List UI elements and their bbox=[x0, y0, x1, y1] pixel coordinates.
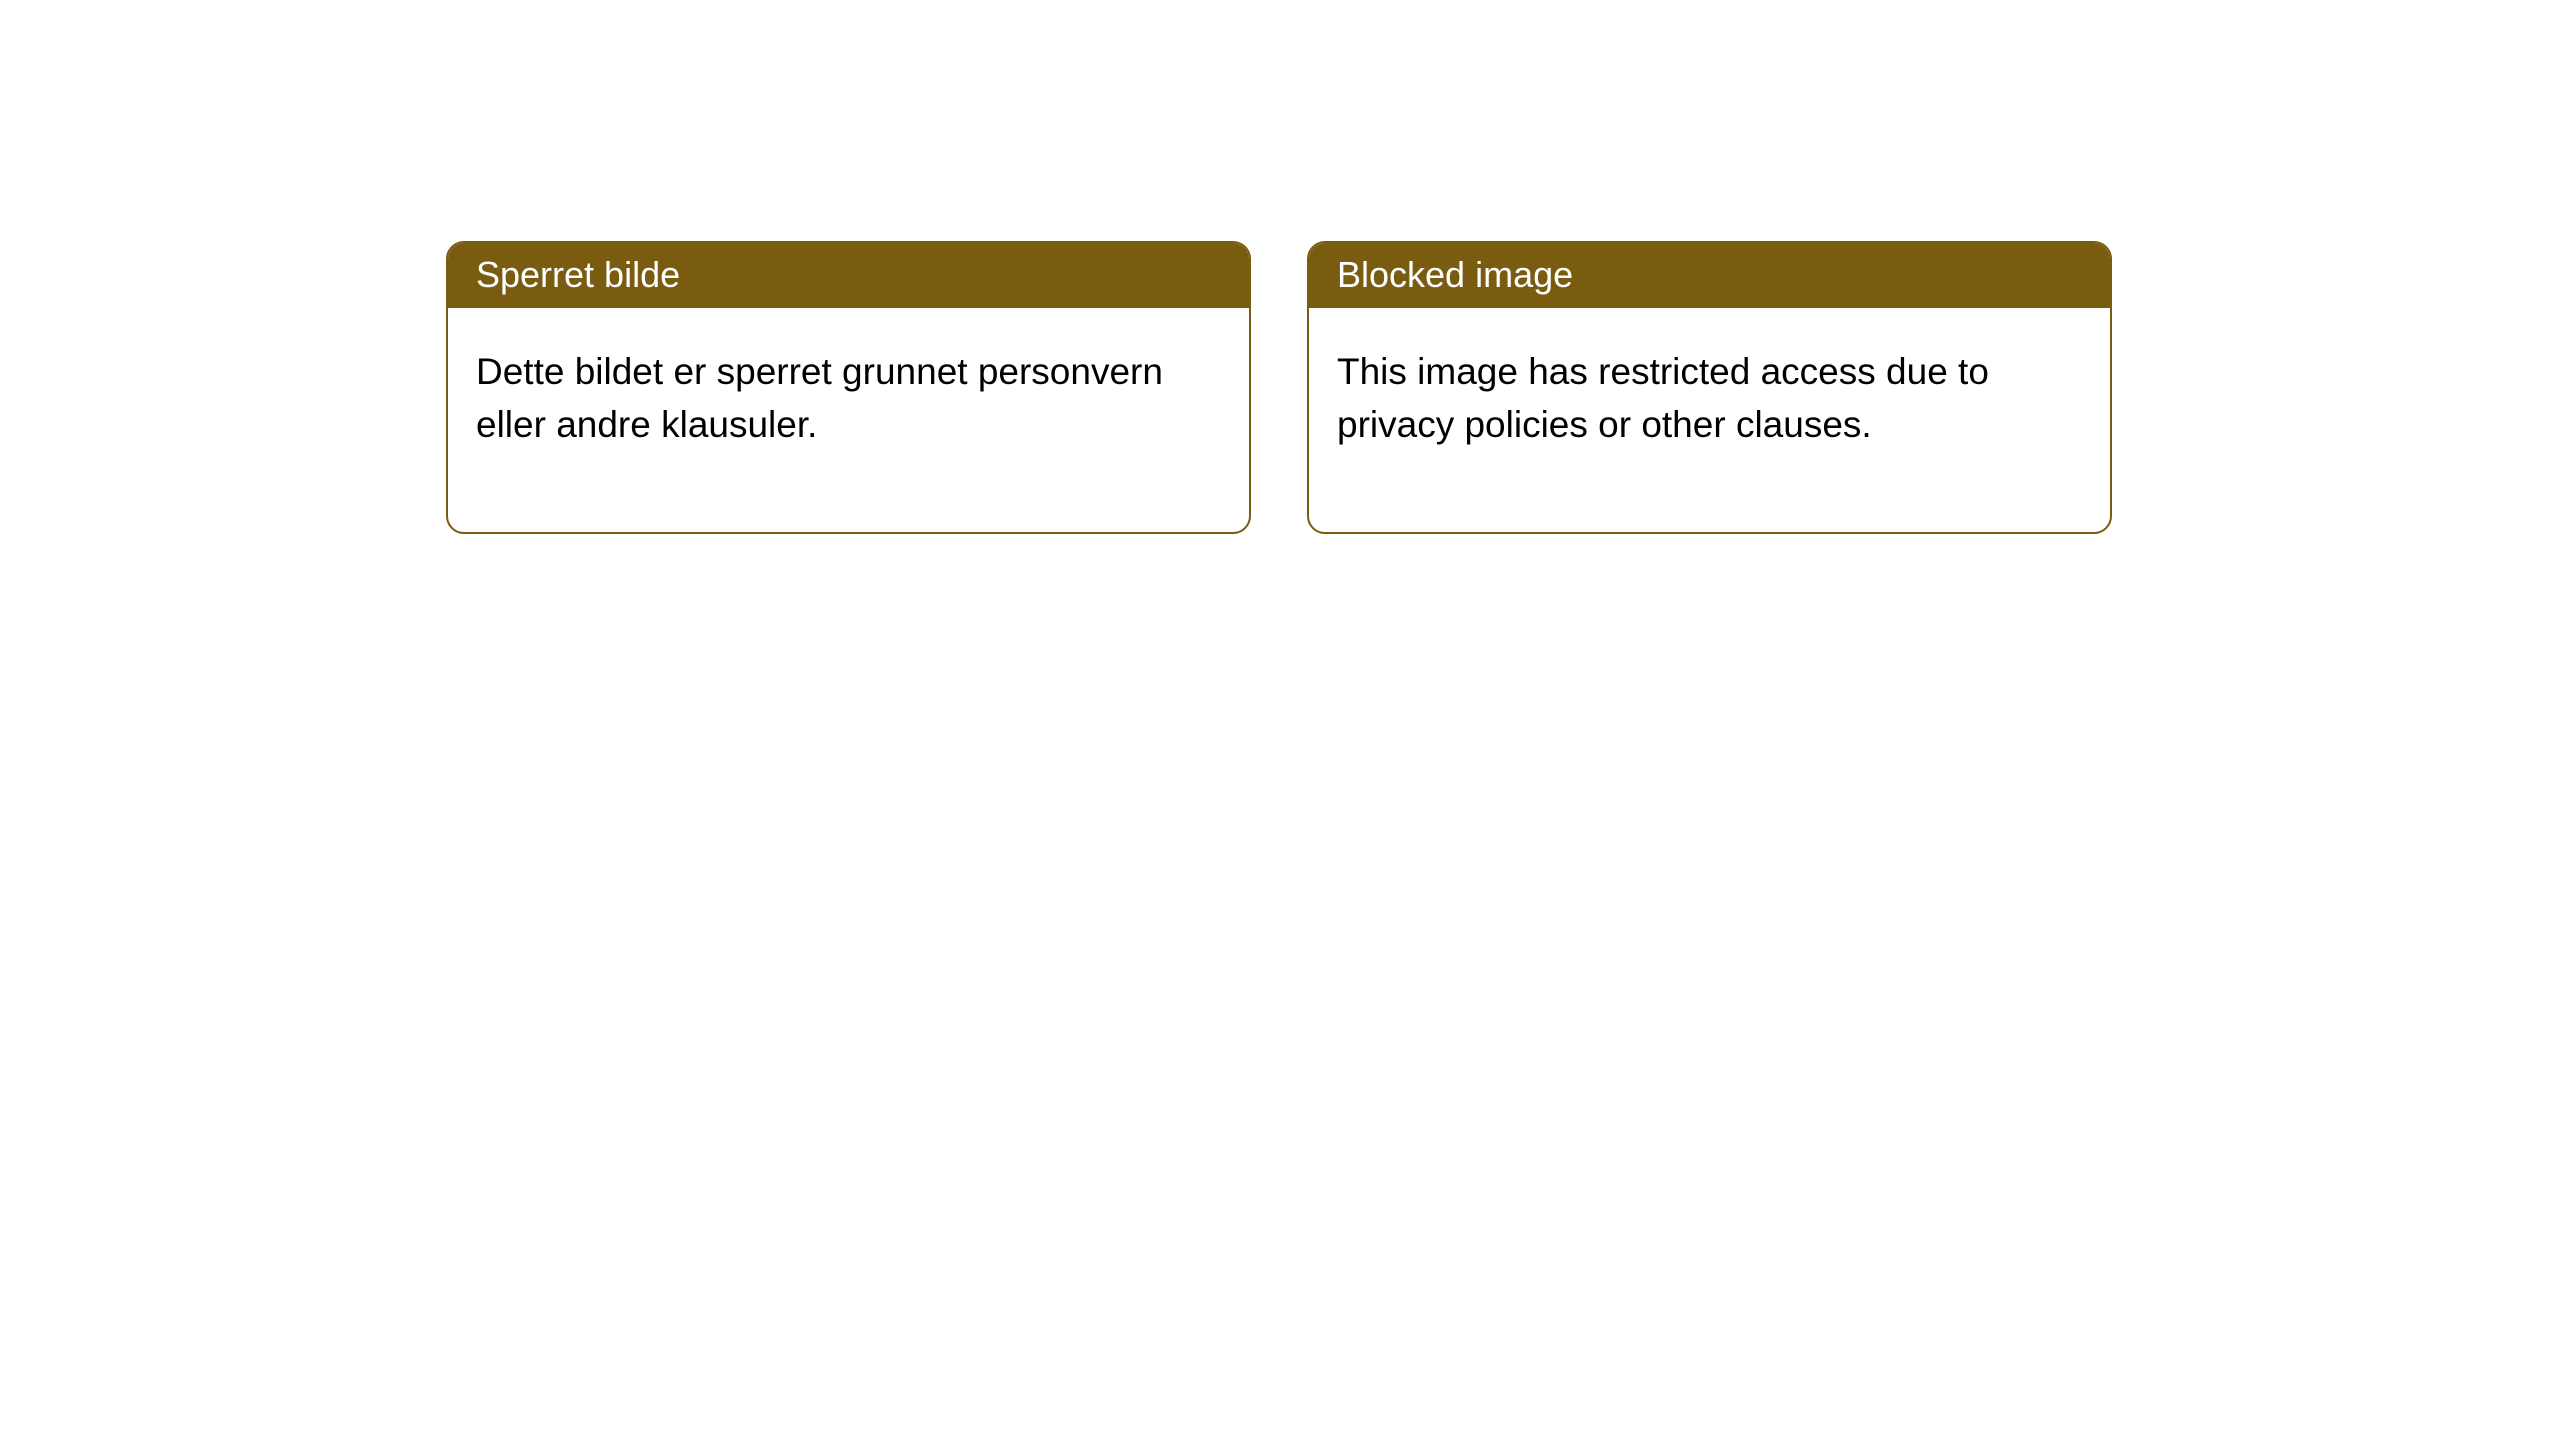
notice-card-norwegian: Sperret bilde Dette bildet er sperret gr… bbox=[446, 241, 1251, 534]
notice-header: Blocked image bbox=[1309, 243, 2110, 308]
notice-body: This image has restricted access due to … bbox=[1309, 308, 2110, 532]
notice-header: Sperret bilde bbox=[448, 243, 1249, 308]
notice-card-english: Blocked image This image has restricted … bbox=[1307, 241, 2112, 534]
notice-cards-container: Sperret bilde Dette bildet er sperret gr… bbox=[446, 241, 2112, 534]
notice-body: Dette bildet er sperret grunnet personve… bbox=[448, 308, 1249, 532]
